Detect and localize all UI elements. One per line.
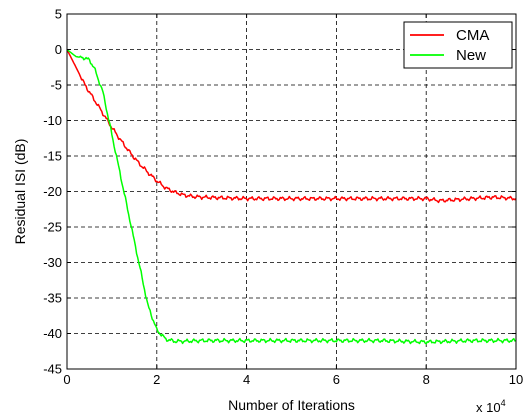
- ticks: 0 2 4 6 8 10 5 0 -5 -10 -15 -20 -25 -30 -35 -40 -45: [43, 7, 523, 388]
- series-layer: [66, 48, 517, 345]
- series-line-new: [66, 48, 517, 345]
- x-tick-label: 6: [333, 372, 340, 387]
- y-tick-label: -35: [43, 291, 62, 306]
- legend: CMA New: [403, 21, 513, 69]
- x-multiplier-base: x 10: [476, 400, 501, 415]
- y-tick-label: -40: [43, 326, 62, 341]
- y-tick-label: -20: [43, 184, 62, 199]
- x-tick-label: 2: [153, 372, 160, 387]
- y-axis-title: Residual ISI (dB): [12, 139, 28, 245]
- y-tick-label: -30: [43, 255, 62, 270]
- grid-lines: [67, 14, 516, 369]
- y-tick-label: -15: [43, 149, 62, 164]
- y-tick-label: -10: [43, 113, 62, 128]
- y-tick-label: -5: [50, 78, 62, 93]
- legend-label: New: [456, 47, 486, 64]
- y-tick-label: -25: [43, 220, 62, 235]
- x-tick-label: 0: [63, 372, 70, 387]
- y-tick-label: -45: [43, 362, 62, 377]
- x-multiplier-exponent: 4: [501, 398, 506, 408]
- legend-box: [403, 21, 513, 69]
- y-tick-label: 0: [55, 42, 62, 57]
- x-tick-label: 8: [423, 372, 430, 387]
- x-tick-label: 4: [243, 372, 250, 387]
- x-axis-multiplier: x 104: [476, 398, 506, 415]
- series-line-cma: [66, 49, 517, 204]
- x-axis-title: Number of Iterations: [228, 397, 355, 413]
- y-tick-label: 5: [55, 7, 62, 22]
- x-tick-label: 10: [509, 372, 523, 387]
- legend-label: CMA: [456, 27, 489, 44]
